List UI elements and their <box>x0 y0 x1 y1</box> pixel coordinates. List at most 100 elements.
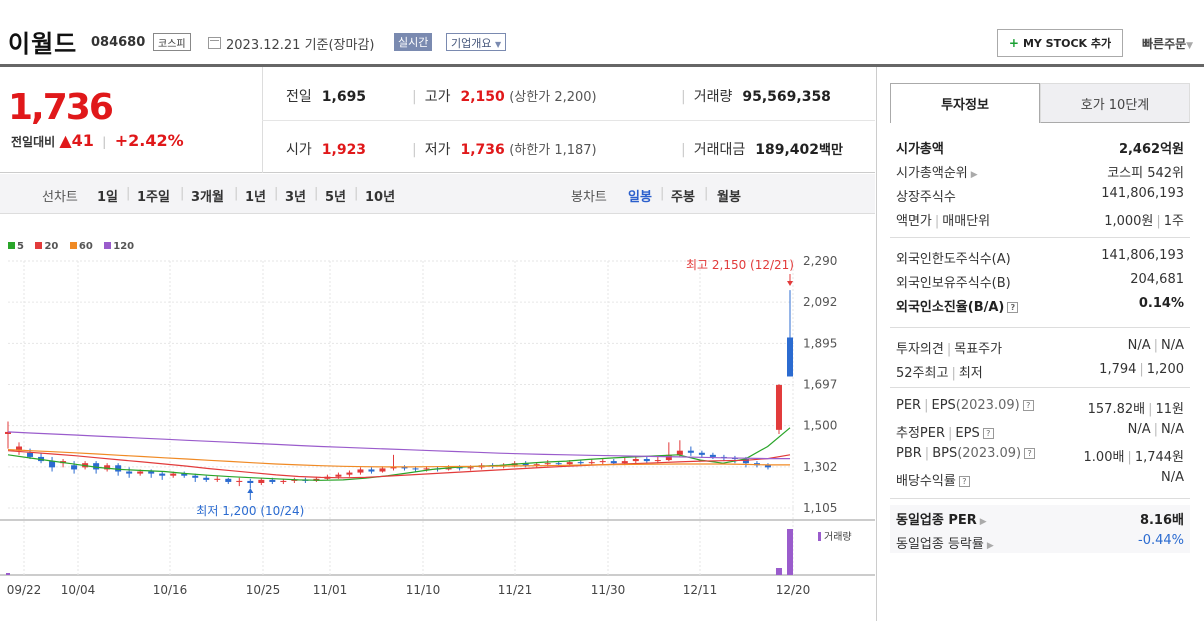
tab-monthly[interactable]: 월봉 <box>717 190 741 205</box>
candle-body <box>423 468 430 470</box>
info-row[interactable]: 동일업종 등락률 ▶ -0.44% <box>890 529 1190 553</box>
tab-3year[interactable]: 3년 <box>285 190 307 205</box>
info-value: 0.14% <box>1139 296 1184 311</box>
info-group: PER | EPS(2023.09)? 157.82배 | 11원 추정PER | EPS? N/… <box>890 394 1190 490</box>
divider: | <box>681 89 686 105</box>
divider: | <box>951 366 956 381</box>
quick-order-button[interactable]: 빠른주문▼ <box>1142 35 1193 52</box>
value-text: 1,000원 <box>1104 214 1154 229</box>
value-text: 1,794 <box>1099 362 1137 377</box>
candle-body <box>456 467 463 469</box>
divider: | <box>1139 362 1144 377</box>
candle-body <box>401 467 408 469</box>
tab-1week[interactable]: 1주일 <box>137 190 170 205</box>
calendar-icon <box>208 37 221 49</box>
value-text: 204,681 <box>1130 272 1184 287</box>
info-value: -0.44% <box>1138 533 1184 548</box>
high-label: 고가 <box>424 89 451 105</box>
x-tick-label: 10/16 <box>153 583 188 597</box>
min-arrow-head <box>247 488 254 493</box>
key-period: (2023.09) <box>955 398 1020 413</box>
tab-investment-info[interactable]: 투자정보 <box>890 83 1040 123</box>
x-tick-label: 12/11 <box>683 583 718 597</box>
info-key: 동일업종 PER ▶ <box>896 509 987 528</box>
info-value: 2,462억원 <box>1119 138 1184 157</box>
low-label: 저가 <box>424 142 451 158</box>
candle-body <box>588 462 595 464</box>
info-key: 외국인보유주식수(B) <box>896 272 1011 291</box>
divider: | <box>1148 402 1153 417</box>
candle-body <box>632 459 639 462</box>
info-group: 투자의견 | 목표주가 N/A | N/A 52주최고 | 최저 1,794 | 1,200 <box>890 334 1190 382</box>
info-key: 외국인소진율(B/A)? <box>896 296 1019 315</box>
info-value: 1.00배 | 1,744원 <box>1084 446 1184 465</box>
chevron-down-icon: ▼ <box>1186 41 1194 51</box>
legend-label: 5 <box>17 241 24 252</box>
tab-order-book[interactable]: 호가 10단계 <box>1040 83 1190 123</box>
candle-body <box>522 463 529 466</box>
value-text: -0.44% <box>1138 533 1184 548</box>
info-key: PER | EPS(2023.09)? <box>896 398 1034 413</box>
tab-3month[interactable]: 3개월 <box>191 190 224 205</box>
info-key: 시가총액 <box>896 138 944 157</box>
value-text: 11원 <box>1155 402 1184 417</box>
prev-close: 전일 1,695 <box>286 86 366 106</box>
legend-swatch <box>69 242 77 249</box>
candle-body <box>280 480 287 482</box>
chevron-right-icon: ▶ <box>986 541 994 551</box>
realtime-button[interactable]: 실시간 <box>394 33 433 51</box>
info-key: PBR | BPS(2023.09)? <box>896 446 1036 461</box>
divider: | <box>274 186 279 201</box>
corp-info-dropdown[interactable]: 기업개요 ▼ <box>446 33 507 51</box>
info-key: 시가총액순위 ▶ <box>896 162 978 181</box>
value-text: 1,200 <box>1146 362 1184 377</box>
low-price: | 저가 1,736 (하한가 1,187) <box>412 139 597 159</box>
candle-body <box>335 474 342 477</box>
ma20-line <box>7 450 791 479</box>
candle-body <box>137 471 144 474</box>
x-tick-label: 10/04 <box>61 583 96 597</box>
tab-10year[interactable]: 10년 <box>365 190 396 205</box>
divider: | <box>102 135 107 149</box>
divider: | <box>660 186 665 201</box>
high-value: 2,150 <box>460 89 505 105</box>
change-percent: +2.42% <box>114 131 184 150</box>
min-annotation: 최저 1,200 (10/24) <box>196 504 304 518</box>
info-key: 상장주식수 <box>896 186 956 205</box>
group-divider <box>890 327 1190 328</box>
key-text: 동일업종 등락률 <box>896 537 984 552</box>
info-row: 외국인소진율(B/A)? 0.14% <box>890 292 1190 316</box>
candle-body <box>676 450 683 455</box>
key-text: 액면가 <box>896 214 932 229</box>
upper-limit: (상한가 2,200) <box>509 90 597 105</box>
key-text: 최저 <box>958 366 983 381</box>
value-text: 코스피 542위 <box>1107 166 1184 181</box>
open-label: 시가 <box>286 142 312 158</box>
key-text: 목표주가 <box>954 342 1003 357</box>
chart-canvas[interactable]: 2,290 2,092 1,895 1,697 1,500 1,302 1,105 09/22… <box>0 214 875 621</box>
legend-ma20: 20 <box>35 241 58 252</box>
candle-body <box>258 479 265 483</box>
tab-1year[interactable]: 1년 <box>245 190 267 205</box>
info-row[interactable]: 시가총액순위 ▶ 코스피 542위 <box>890 158 1190 182</box>
tab-daily[interactable]: 일봉 <box>628 190 652 205</box>
trade-amount: | 거래대금 189,402백만 <box>681 139 843 159</box>
my-stock-add-button[interactable]: + MY STOCK 추가 <box>997 29 1123 57</box>
tab-weekly[interactable]: 주봉 <box>671 190 695 205</box>
info-value: 코스피 542위 <box>1107 162 1184 181</box>
candle-body <box>544 463 551 465</box>
divider: | <box>924 446 930 461</box>
value-text: 1주 <box>1163 214 1184 229</box>
value-text: 1,744원 <box>1134 450 1184 465</box>
tab-1day[interactable]: 1일 <box>97 190 119 205</box>
value-text: N/A <box>1127 422 1151 437</box>
info-row[interactable]: 동일업종 PER ▶ 8.16배 <box>890 505 1190 529</box>
tab-5year[interactable]: 5년 <box>325 190 347 205</box>
info-row: 추정PER | EPS? N/A | N/A <box>890 418 1190 442</box>
candle-body <box>709 454 716 457</box>
info-key: 액면가 | 매매단위 <box>896 210 990 229</box>
candle-body <box>390 467 397 469</box>
right-tabs: 투자정보 호가 10단계 <box>890 83 1190 123</box>
value-text: 1.00배 <box>1083 450 1125 465</box>
open-value: 1,923 <box>321 142 367 158</box>
